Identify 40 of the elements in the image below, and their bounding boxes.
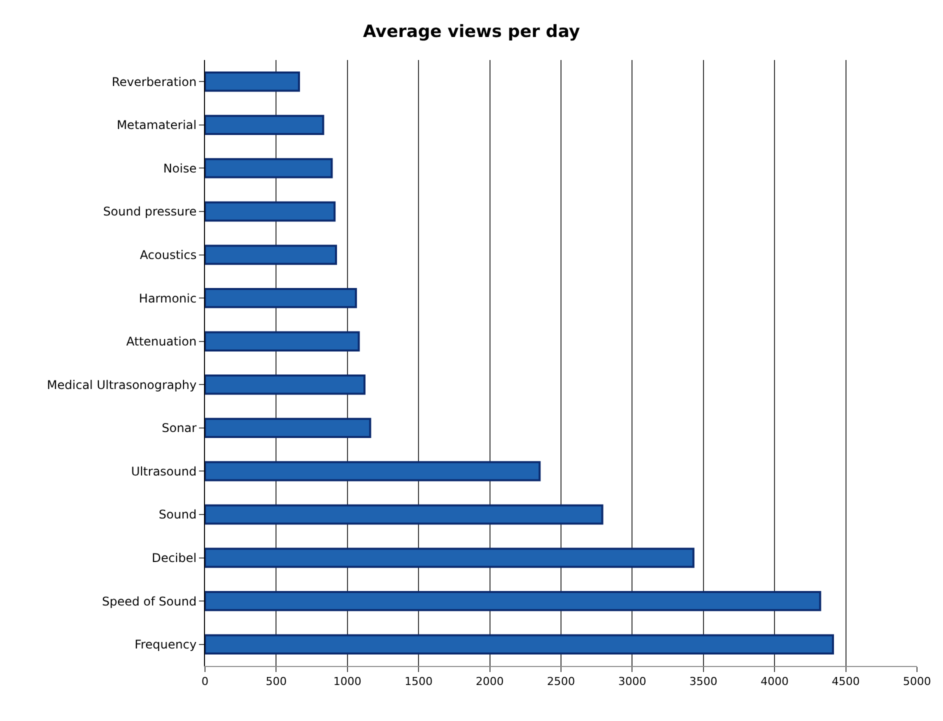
- bar: [205, 114, 324, 136]
- y-tick-label: Ultrasound: [131, 464, 197, 478]
- bar: [205, 201, 336, 222]
- bar: [205, 374, 366, 395]
- x-tick-label: 4000: [760, 675, 789, 688]
- y-tick-label: Attenuation: [126, 334, 197, 349]
- y-tick-label: Metamaterial: [116, 118, 197, 132]
- bar: [205, 418, 372, 438]
- y-tick-label: Sonar: [162, 421, 197, 436]
- bar: [205, 331, 360, 352]
- y-tick-label: Medical Ultrasonography: [46, 378, 197, 392]
- x-tick-label: 500: [266, 675, 287, 688]
- y-tick-label: Decibel: [152, 550, 197, 565]
- bar: [205, 504, 604, 525]
- y-tick-label: Acoustics: [140, 248, 197, 262]
- y-tick-label: Sound pressure: [103, 204, 197, 219]
- x-tick-label: 2000: [476, 675, 504, 688]
- x-tick-label: 5000: [903, 675, 931, 688]
- y-tick-label: Speed of Sound: [102, 594, 197, 608]
- y-tick-label: Noise: [163, 161, 197, 176]
- x-tick-label: 2500: [547, 675, 575, 688]
- bar: [205, 634, 834, 654]
- x-tick-label: 3500: [689, 675, 718, 688]
- bar: [205, 590, 822, 612]
- x-tick-label: 3000: [618, 675, 646, 688]
- bar: [205, 461, 541, 482]
- bar: [205, 244, 338, 265]
- bar: [205, 158, 333, 178]
- bar: [205, 72, 300, 92]
- bar: [205, 548, 694, 568]
- y-tick-label: Frequency: [134, 638, 197, 652]
- x-tick-label: 4500: [832, 675, 860, 688]
- bar: [205, 288, 357, 308]
- y-tick-label: Harmonic: [138, 291, 197, 306]
- y-tick-label: Reverberation: [112, 74, 197, 89]
- chart-title: Average views per day: [362, 22, 580, 42]
- y-tick-label: Sound: [158, 508, 197, 522]
- x-tick-label: 1500: [404, 675, 433, 688]
- x-tick-label: 0: [202, 675, 208, 688]
- x-tick-label: 1000: [333, 675, 362, 688]
